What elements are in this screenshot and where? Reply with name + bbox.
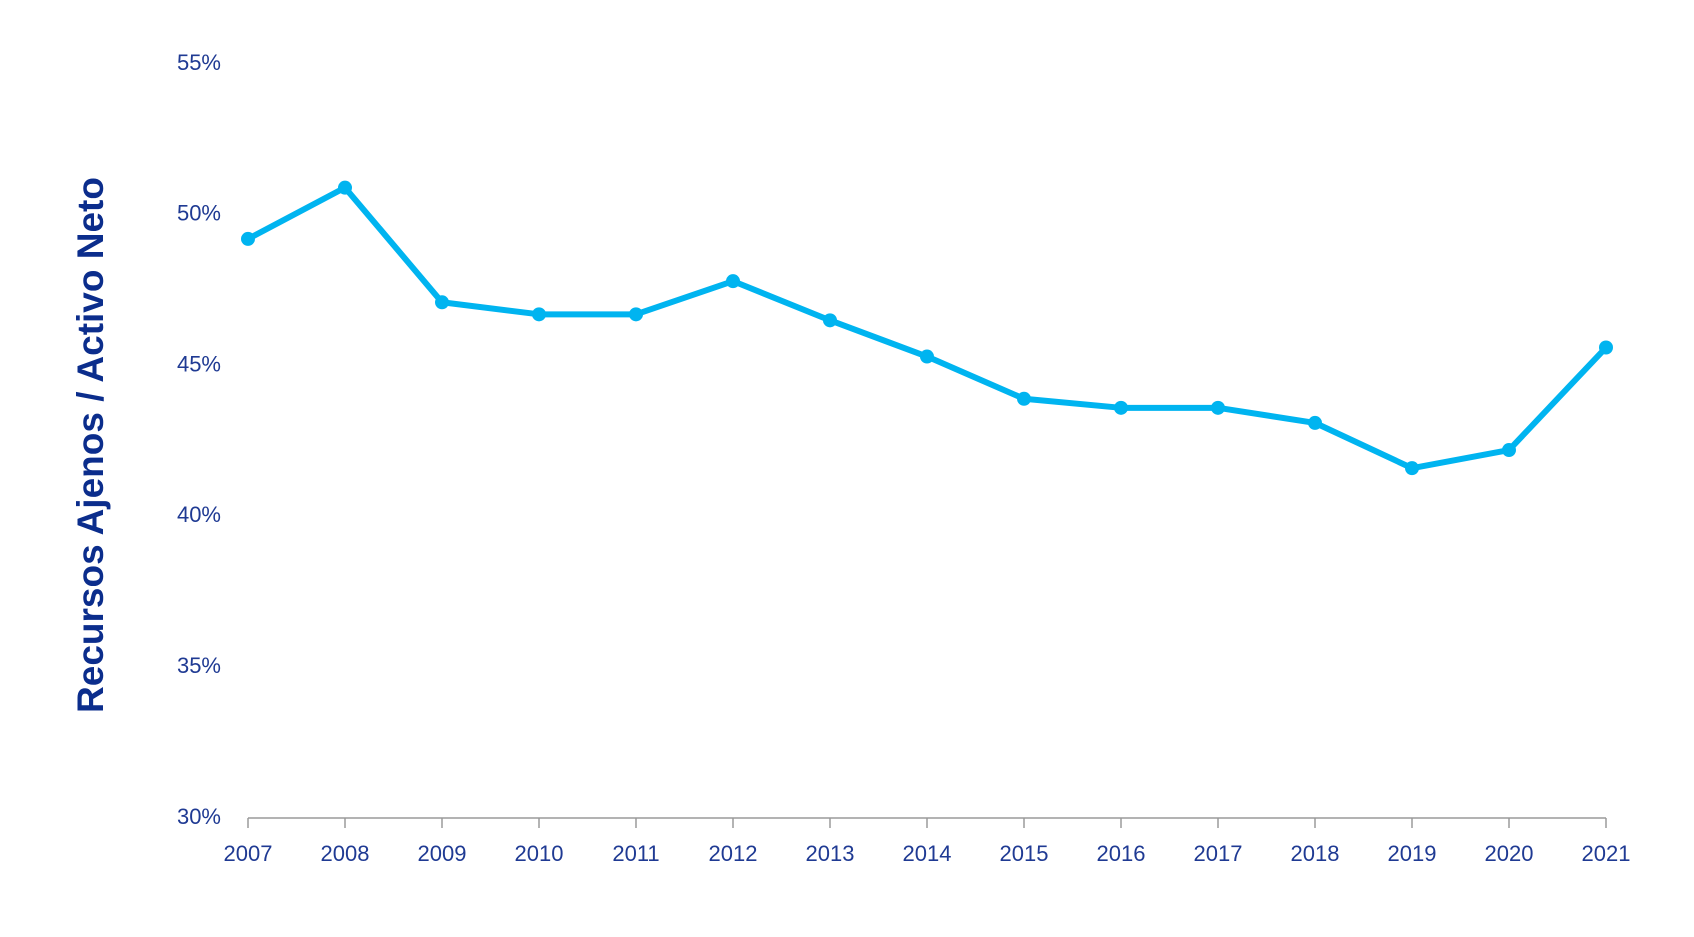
y-tick-label: 40% bbox=[177, 502, 221, 527]
x-tick-label: 2013 bbox=[806, 841, 855, 866]
y-tick-label: 50% bbox=[177, 201, 221, 226]
x-tick-label: 2019 bbox=[1388, 841, 1437, 866]
data-point bbox=[532, 307, 546, 322]
data-point bbox=[629, 307, 643, 322]
data-point bbox=[823, 313, 837, 328]
data-point bbox=[1017, 391, 1031, 406]
y-axis-title-group: Recursos Ajenos / Activo Neto bbox=[70, 177, 111, 713]
x-tick-label: 2021 bbox=[1582, 841, 1631, 866]
x-tick-label: 2015 bbox=[1000, 841, 1049, 866]
data-point bbox=[1114, 400, 1128, 415]
y-tick-label: 35% bbox=[177, 653, 221, 678]
data-point bbox=[1599, 340, 1613, 355]
y-axis-title: Recursos Ajenos / Activo Neto bbox=[70, 177, 111, 713]
y-tick-label: 55% bbox=[177, 50, 221, 75]
x-tick-label: 2012 bbox=[709, 841, 758, 866]
series-line-group bbox=[245, 184, 1609, 472]
x-tick-label: 2016 bbox=[1097, 841, 1146, 866]
x-tick-label: 2017 bbox=[1194, 841, 1243, 866]
x-tick-label: 2007 bbox=[224, 841, 273, 866]
data-point bbox=[1502, 443, 1516, 458]
data-point bbox=[1211, 400, 1225, 415]
data-point bbox=[1308, 415, 1322, 430]
data-point bbox=[920, 349, 934, 364]
series-line bbox=[245, 184, 1609, 472]
data-point bbox=[1405, 461, 1419, 476]
x-tick-label: 2011 bbox=[612, 841, 659, 866]
data-point bbox=[241, 231, 255, 246]
x-tick-label: 2010 bbox=[515, 841, 564, 866]
x-tick-label: 2009 bbox=[418, 841, 467, 866]
data-point bbox=[726, 274, 740, 289]
data-point bbox=[338, 180, 352, 195]
data-point bbox=[435, 295, 449, 310]
series-points-group bbox=[241, 180, 1613, 476]
x-tick-label: 2018 bbox=[1291, 841, 1340, 866]
y-tick-label: 30% bbox=[177, 804, 221, 829]
y-tick-label: 45% bbox=[177, 351, 221, 376]
y-axis-ticks: 30% 35% 40% 45% 50% 55% bbox=[177, 50, 221, 829]
x-axis-ticks: 2007 2008 2009 2010 2011 2012 2013 2014 2015 2016… bbox=[224, 818, 1631, 866]
x-tick-label: 2020 bbox=[1485, 841, 1534, 866]
x-tick-label: 2014 bbox=[903, 841, 952, 866]
x-tick-label: 2008 bbox=[321, 841, 370, 866]
